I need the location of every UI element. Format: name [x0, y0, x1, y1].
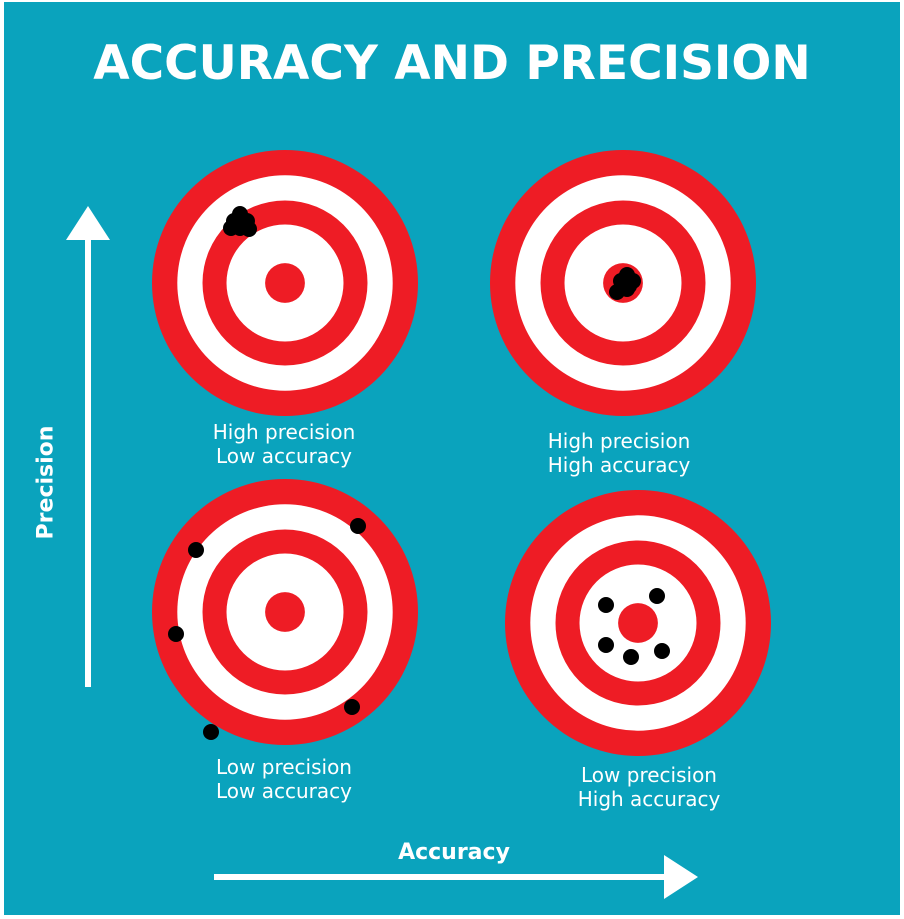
- shot-dot: [188, 542, 204, 558]
- caption-target-1: High precision Low accuracy: [154, 420, 414, 468]
- precision-arrow-shaft: [85, 237, 91, 687]
- caption-4-accuracy: High accuracy: [577, 787, 721, 811]
- target-1: [152, 150, 418, 416]
- caption-4-precision: Low precision: [581, 763, 717, 787]
- targets-layer: [152, 150, 771, 756]
- target-2: [490, 150, 756, 416]
- caption-target-2: High precision High accuracy: [489, 429, 749, 477]
- target-4: [505, 490, 771, 756]
- caption-2-accuracy: High accuracy: [547, 453, 691, 477]
- accuracy-arrow-shaft: [214, 874, 666, 880]
- shot-dot: [598, 637, 614, 653]
- caption-1-precision: High precision: [212, 420, 356, 444]
- caption-target-3: Low precision Low accuracy: [154, 755, 414, 803]
- precision-axis-label: Precision: [33, 425, 59, 540]
- caption-3-accuracy: Low accuracy: [216, 779, 352, 803]
- accuracy-arrow: [214, 855, 698, 899]
- shot-dot: [232, 206, 248, 222]
- caption-3-precision: Low precision: [216, 755, 352, 779]
- target-bullseye: [265, 592, 305, 632]
- precision-arrow-head: [66, 206, 110, 240]
- shot-dot: [598, 597, 614, 613]
- accuracy-arrow-head: [664, 855, 698, 899]
- page-title: ACCURACY AND PRECISION: [93, 36, 811, 91]
- shot-dot: [241, 221, 257, 237]
- target-bullseye: [265, 263, 305, 303]
- shot-dot: [223, 220, 239, 236]
- precision-arrow: [66, 206, 110, 687]
- shot-dot: [654, 643, 670, 659]
- target-bullseye: [618, 603, 658, 643]
- shot-dot: [623, 649, 639, 665]
- shot-dot: [621, 278, 637, 294]
- shot-dot: [344, 699, 360, 715]
- shot-dot: [609, 284, 625, 300]
- shot-dot: [203, 724, 219, 740]
- accuracy-axis-label: Accuracy: [398, 840, 510, 865]
- shot-dot: [649, 588, 665, 604]
- caption-2-precision: High precision: [547, 429, 691, 453]
- caption-1-accuracy: Low accuracy: [216, 444, 352, 468]
- shot-dot: [350, 518, 366, 534]
- diagram-canvas: ACCURACY AND PRECISION High precision Lo…: [4, 2, 900, 915]
- targets-diagram: [66, 150, 771, 899]
- target-3: [152, 479, 418, 745]
- caption-target-4: Low precision High accuracy: [519, 763, 779, 811]
- shot-dot: [168, 626, 184, 642]
